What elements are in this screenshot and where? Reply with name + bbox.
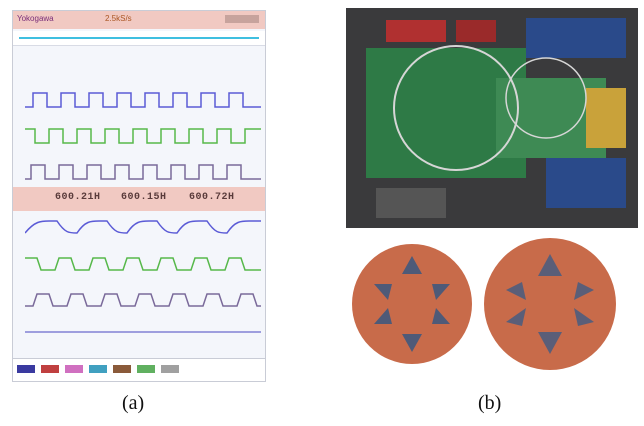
- oscilloscope-screenshot: Yokogawa 2.5kS/s 600.21H 600.15H 600.72H: [12, 10, 266, 382]
- measurement-2: 600.15H: [121, 192, 167, 203]
- circuit-board-photo: [346, 8, 638, 228]
- measurement-bar: 600.21H 600.15H 600.72H: [13, 187, 265, 211]
- trace-6: [25, 293, 261, 307]
- rotor-disc-right: [484, 238, 616, 370]
- measurement-3: 600.72H: [189, 192, 235, 203]
- trace-baseline: [25, 331, 261, 333]
- header-indicator: [225, 15, 259, 23]
- trace-3: [25, 164, 261, 180]
- scope-brand: Yokogawa: [17, 14, 54, 23]
- trace-1: [25, 92, 261, 108]
- trace-5: [25, 257, 261, 271]
- scope-header: Yokogawa 2.5kS/s: [13, 11, 265, 29]
- caption-a: (a): [122, 392, 145, 414]
- measurement-1: 600.21H: [55, 192, 101, 203]
- trace-4: [25, 220, 261, 234]
- time-bar: [13, 31, 265, 46]
- caption-b: (b): [478, 392, 502, 414]
- board-illustration: [346, 8, 638, 228]
- channel-legend: [13, 358, 265, 381]
- sample-rate: 2.5kS/s: [105, 14, 132, 23]
- trace-2: [25, 128, 261, 144]
- rotor-disc-left: [352, 244, 472, 364]
